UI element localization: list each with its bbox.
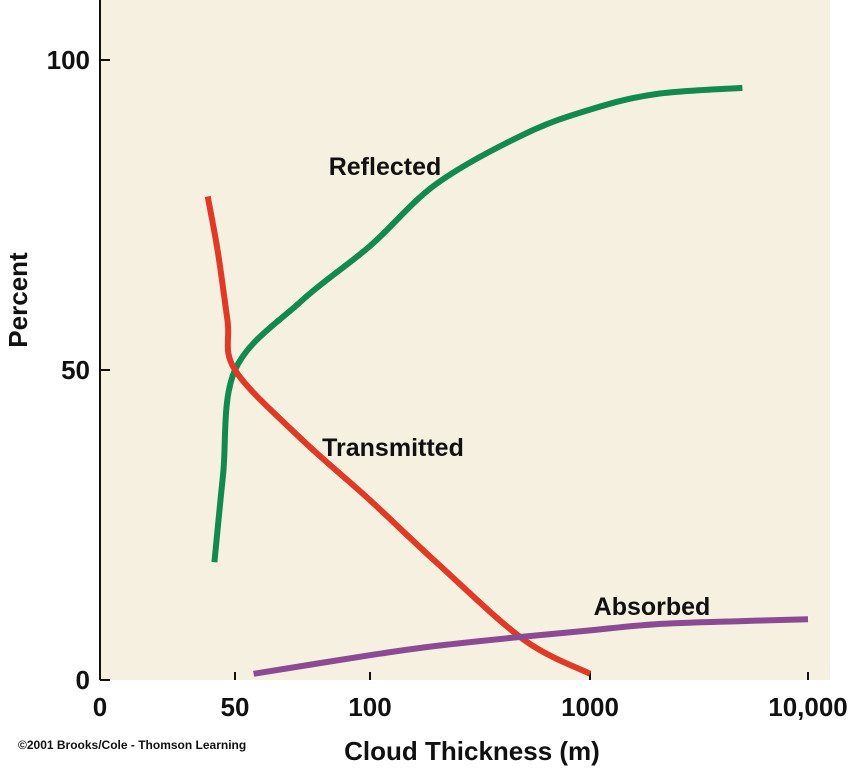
plot-background [100, 0, 830, 680]
y-tick-label: 0 [76, 665, 90, 695]
x-tick-label: 10,000 [768, 692, 848, 722]
reflected-label: Reflected [329, 153, 442, 181]
x-tick-label: 50 [221, 692, 250, 722]
reflected-curve [211, 84, 743, 563]
transmitted-label: Transmitted [322, 434, 464, 462]
absorbed-label: Absorbed [594, 593, 711, 621]
absorbed-curve [253, 616, 809, 677]
copyright-credit: ©2001 Brooks/Cole - Thomson Learning [18, 738, 247, 752]
x-axis-title: Cloud Thickness (m) [344, 736, 600, 766]
x-tick-label: 1000 [561, 692, 619, 722]
x-tick-label: 100 [348, 692, 391, 722]
transmitted-curve [204, 195, 592, 677]
y-tick-label: 100 [47, 45, 90, 75]
y-axis-title: Percent [3, 252, 33, 348]
x-tick-label: 0 [93, 692, 107, 722]
y-tick-label: 50 [61, 355, 90, 385]
